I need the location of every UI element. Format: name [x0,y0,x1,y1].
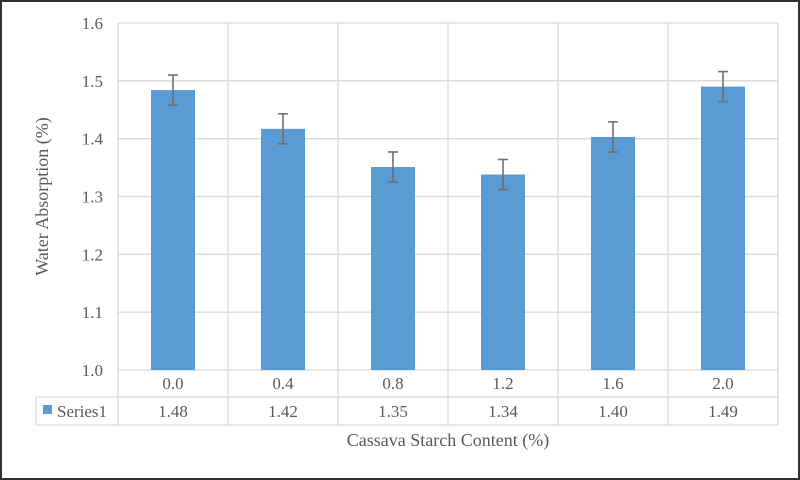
y-tick-label: 1.4 [82,130,104,149]
data-table-value: 1.42 [268,402,298,421]
bar [701,86,745,370]
bar [261,128,305,370]
bar [151,90,195,370]
legend-swatch [43,405,52,414]
x-tick-label: 2.0 [712,374,733,393]
data-table-value: 1.49 [708,402,738,421]
data-table-value: 1.34 [488,402,518,421]
y-tick-label: 1.3 [82,188,103,207]
x-tick-label: 1.6 [602,374,623,393]
y-tick-label: 1.2 [82,245,103,264]
x-axis-title: Cassava Starch Content (%) [347,430,549,451]
y-tick-label: 1.5 [82,72,103,91]
y-axis-title: Water Absorption (%) [32,117,53,276]
x-tick-label: 0.4 [272,374,294,393]
x-tick-label: 0.8 [382,374,403,393]
y-tick-label: 1.1 [82,303,103,322]
bar [481,174,525,370]
x-tick-label: 0.0 [162,374,183,393]
bar [591,136,635,370]
x-tick-label: 1.2 [492,374,513,393]
data-table-value: 1.40 [598,402,628,421]
bar [371,167,415,370]
y-tick-label: 1.0 [82,361,103,380]
legend-label: Series1 [57,402,107,421]
y-tick-label: 1.6 [82,14,103,33]
data-table-value: 1.48 [158,402,188,421]
data-table-value: 1.35 [378,402,408,421]
